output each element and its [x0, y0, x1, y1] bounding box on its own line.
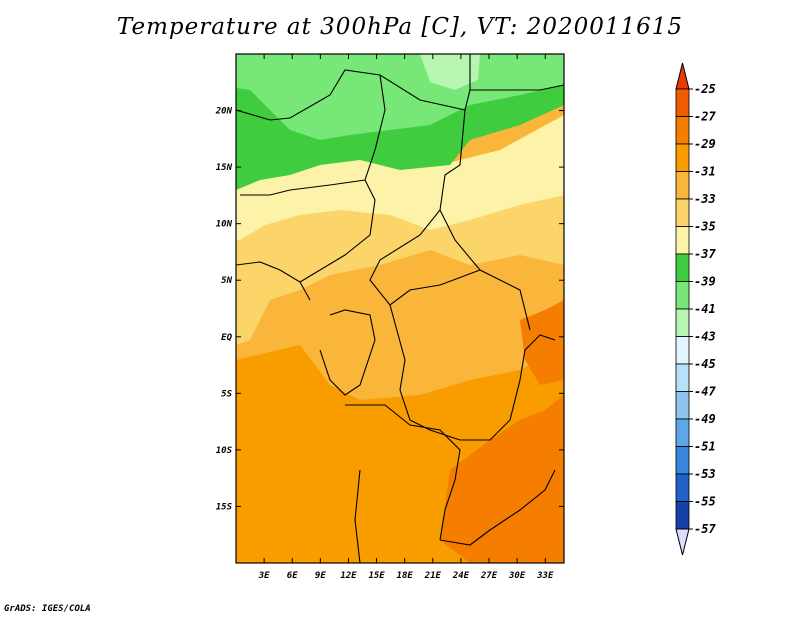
- colorbar-swatch: [675, 253, 690, 282]
- colorbar-swatch: [675, 88, 690, 117]
- colorbar-label: -29: [694, 137, 716, 151]
- colorbar-swatch: [675, 226, 690, 255]
- colorbar-label: -31: [694, 165, 716, 179]
- lat-tick-label: 5N: [221, 276, 232, 286]
- colorbar-label: -41: [694, 302, 716, 316]
- lat-tick-label: 15S: [216, 502, 233, 512]
- lon-tick-label: 27E: [480, 571, 498, 581]
- colorbar-label: -51: [694, 440, 716, 454]
- colorbar-bottom-arrow: [675, 528, 690, 556]
- colorbar-swatch: [675, 446, 690, 475]
- lat-tick-label: EQ: [221, 333, 232, 343]
- lon-tick-label: 9E: [315, 571, 326, 581]
- colorbar-swatch: [675, 198, 690, 227]
- lon-tick-label: 24E: [452, 571, 470, 581]
- colorbar-swatch: [675, 281, 690, 310]
- colorbar-swatch: [675, 391, 690, 420]
- colorbar-label: -45: [694, 357, 716, 371]
- lat-tick-label: 5S: [221, 389, 232, 399]
- contour-region-m33: [236, 115, 564, 240]
- colorbar-label: -47: [694, 385, 716, 399]
- colorbar-label: -27: [694, 110, 716, 124]
- chart-title: Temperature at 300hPa [C], VT: 202001161…: [116, 14, 684, 40]
- temperature-field: [236, 54, 564, 563]
- colorbar-swatch: [675, 143, 690, 172]
- colorbar-swatch: [675, 501, 690, 530]
- contour-region-m27: [440, 395, 564, 563]
- latitude-axis: 20N 15N 10N 5N EQ 5S 10S 15S: [215, 107, 564, 512]
- contour-region-m37: [236, 54, 564, 140]
- colorbar-label: -39: [694, 275, 716, 289]
- colorbar-label: -37: [694, 247, 716, 261]
- colorbar-swatch: [675, 418, 690, 447]
- lon-tick-label: 21E: [424, 571, 442, 581]
- colorbar-top-arrow: [675, 62, 690, 90]
- lon-tick-label: 18E: [397, 571, 414, 581]
- grads-credit: GrADS: IGES/COLA: [4, 604, 91, 614]
- lon-tick-label: 15E: [368, 571, 385, 581]
- colorbar-label: -25: [694, 82, 716, 96]
- colorbar: -25 -27 -29 -31 -33 -35 -37 -39 -41 -43 -45 -47 -49 -…: [675, 62, 716, 556]
- contour-region-m39: [420, 54, 480, 90]
- colorbar-label: -49: [694, 412, 716, 426]
- lat-tick-label: 20N: [215, 107, 233, 117]
- contour-region-m27b: [520, 300, 564, 385]
- colorbar-label: -55: [694, 495, 716, 509]
- colorbar-label: -53: [694, 467, 716, 481]
- colorbar-swatch: [675, 116, 690, 145]
- lon-tick-label: 12E: [340, 571, 357, 581]
- longitude-axis: 3E 6E 9E 12E 15E 18E 21E 24E 27E 30E 33E: [258, 54, 554, 581]
- colorbar-label: -35: [694, 220, 716, 234]
- lon-tick-label: 6E: [287, 571, 298, 581]
- lat-tick-label: 10S: [216, 446, 233, 456]
- colorbar-label: -57: [694, 522, 716, 536]
- country-borders: [236, 54, 564, 563]
- lon-tick-label: 30E: [508, 571, 526, 581]
- lon-tick-label: 3E: [258, 571, 270, 581]
- lat-tick-label: 15N: [216, 163, 233, 173]
- lon-tick-label: 33E: [536, 571, 554, 581]
- colorbar-swatch: [675, 336, 690, 365]
- colorbar-swatch: [675, 473, 690, 502]
- colorbar-label: -43: [694, 330, 716, 344]
- colorbar-swatch: [675, 308, 690, 337]
- lat-tick-label: 10N: [216, 220, 233, 230]
- map-frame: [235, 53, 565, 564]
- colorbar-swatch: [675, 363, 690, 392]
- colorbar-swatch: [675, 171, 690, 200]
- colorbar-label: -33: [694, 192, 716, 206]
